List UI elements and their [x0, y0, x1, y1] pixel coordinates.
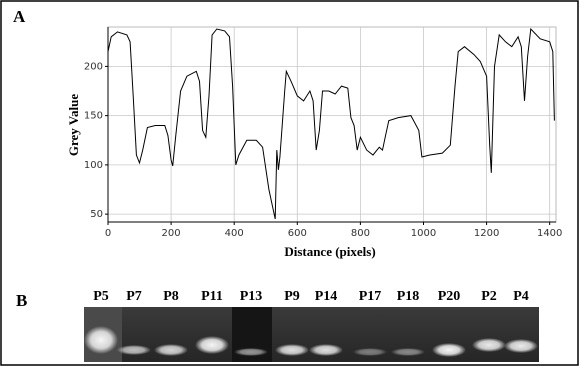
lane-label: P8 [163, 289, 179, 304]
gel-band [117, 345, 151, 355]
x-tick-label: 0 [105, 228, 111, 239]
lane-label: P13 [240, 289, 263, 304]
gel-band [391, 348, 425, 356]
gel-band [353, 348, 387, 356]
x-tick-label: 400 [225, 228, 244, 239]
gel-band [472, 338, 506, 352]
gel-band [432, 343, 466, 357]
x-tick-label: 600 [288, 228, 307, 239]
gel-band [84, 326, 118, 354]
lane-label: P9 [284, 289, 300, 304]
gel-band [309, 344, 343, 356]
lane-label: P17 [359, 289, 382, 304]
panel-label: B [16, 291, 27, 310]
figure: A B Distance (pixels) Grey Value 0 200 400… [0, 0, 580, 367]
panel-label: A [13, 7, 26, 26]
gel-band [234, 348, 268, 356]
gel-band [154, 344, 188, 356]
x-axis-label: Distance (pixels) [284, 244, 375, 259]
x-tick-label: 200 [162, 228, 181, 239]
lane-label: P5 [93, 289, 109, 304]
gel-band [504, 339, 538, 353]
lane-label: P11 [201, 289, 223, 304]
plot: 0 200 400 600 800 1000 1200 1400 50 100 150 200 [84, 27, 563, 239]
y-axis-label: Grey Value [66, 94, 81, 156]
gel-band [275, 344, 309, 356]
y-tick-label: 150 [84, 111, 103, 122]
lane-label: P7 [126, 289, 142, 304]
lane-label: P20 [438, 289, 461, 304]
x-tick-label: 1000 [411, 228, 436, 239]
lane-label: P14 [315, 289, 338, 304]
lane-label: P18 [397, 289, 420, 304]
x-tick-label: 800 [351, 228, 370, 239]
lane-label: P2 [481, 289, 497, 304]
gel-band [195, 336, 229, 354]
gel-image [84, 307, 539, 362]
x-tick-label: 1400 [537, 228, 562, 239]
y-tick-label: 50 [90, 209, 103, 220]
x-tick-label: 1200 [474, 228, 499, 239]
y-tick-label: 100 [84, 160, 103, 171]
y-tick-label: 200 [84, 61, 103, 72]
lane-label: P4 [513, 289, 529, 304]
